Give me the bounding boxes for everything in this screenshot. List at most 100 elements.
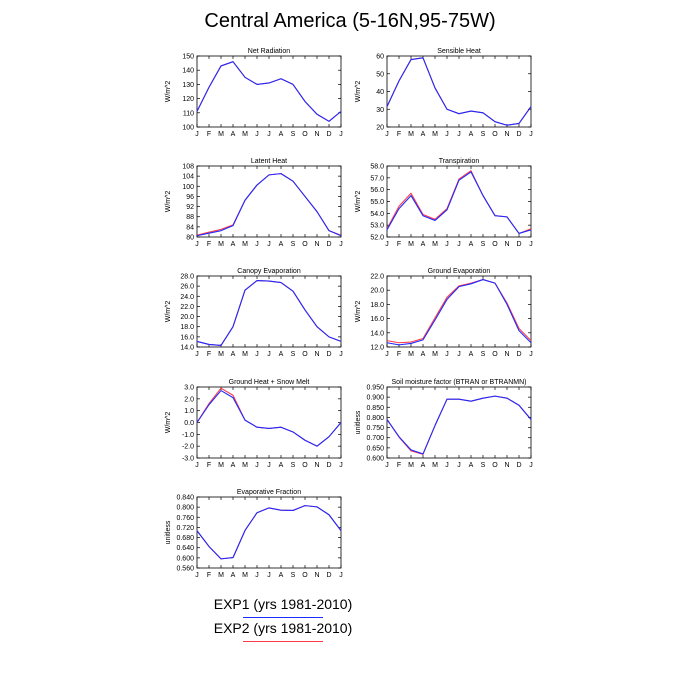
y-tick-label: 88 xyxy=(186,214,194,221)
y-tick-label: 0.800 xyxy=(366,415,384,422)
x-tick-label: D xyxy=(326,241,331,248)
x-tick-label: J xyxy=(267,351,271,358)
x-tick-label: S xyxy=(291,241,296,248)
y-tick-label: 120 xyxy=(182,96,194,103)
y-tick-label: 0.680 xyxy=(176,535,194,542)
plot-frame xyxy=(196,55,342,128)
y-tick-label: 150 xyxy=(182,54,194,61)
chart-title: Ground Evaporation xyxy=(428,268,491,275)
y-tick-label: 92 xyxy=(186,204,194,211)
y-tick-label: 1.0 xyxy=(184,408,194,415)
y-tick-label: 56.0 xyxy=(370,187,384,194)
x-tick-label: M xyxy=(218,572,224,579)
x-tick-label: D xyxy=(326,351,331,358)
y-tick-label: 0.760 xyxy=(176,515,194,522)
x-tick-label: S xyxy=(481,241,486,248)
x-tick-label: M xyxy=(218,241,224,248)
x-tick-label: F xyxy=(207,351,211,358)
x-tick-label: A xyxy=(231,241,236,248)
x-tick-label: J xyxy=(385,241,389,248)
y-tick-label: 96 xyxy=(186,194,194,201)
x-tick-label: N xyxy=(314,131,319,138)
x-tick-label: O xyxy=(492,462,498,469)
chart-panel-7: Ground Heat + Snow Melt W/m^2 -3.0 -2.0 -1.0… xyxy=(165,379,343,469)
y-tick-label: 18.0 xyxy=(370,302,384,309)
x-tick-label: F xyxy=(207,462,211,469)
series-line-exp1 xyxy=(386,57,532,126)
x-tick-label: F xyxy=(207,572,211,579)
y-tick-label: 2.0 xyxy=(184,396,194,403)
x-tick-label: M xyxy=(408,131,414,138)
chart-panel-5: Canopy Evaporation W/m^2 14.0 16.0 18.0 20.0 2… xyxy=(165,268,343,358)
y-tick-label: 0.600 xyxy=(176,555,194,562)
y-tick-label: 0.0 xyxy=(184,420,194,427)
y-tick-label: 22.0 xyxy=(370,274,384,281)
x-tick-label: M xyxy=(218,351,224,358)
legend-label-exp1: EXP1 (yrs 1981-2010) xyxy=(213,596,353,612)
x-tick-label: J xyxy=(385,351,389,358)
x-tick-label: J xyxy=(255,241,259,248)
series-line-exp1 xyxy=(386,171,532,234)
x-tick-label: O xyxy=(492,131,498,138)
x-tick-label: M xyxy=(242,462,248,469)
plot-frame xyxy=(196,386,342,459)
legend-line-exp1 xyxy=(243,617,323,618)
chart-title: Transpiration xyxy=(439,158,480,165)
x-tick-label: D xyxy=(516,462,521,469)
x-tick-label: J xyxy=(267,131,271,138)
y-tick-label: 140 xyxy=(182,68,194,75)
y-axis-label: W/m^2 xyxy=(355,81,362,103)
x-tick-label: A xyxy=(231,131,236,138)
y-tick-label: 24.0 xyxy=(180,294,194,301)
x-tick-label: M xyxy=(242,241,248,248)
x-tick-label: J xyxy=(267,572,271,579)
x-tick-label: J xyxy=(529,462,533,469)
y-tick-label: 18.0 xyxy=(180,324,194,331)
y-tick-label: 20.0 xyxy=(370,288,384,295)
x-tick-label: J xyxy=(195,572,199,579)
x-tick-label: S xyxy=(291,131,296,138)
y-tick-label: 0.750 xyxy=(366,425,384,432)
x-tick-label: J xyxy=(267,241,271,248)
y-tick-label: 0.720 xyxy=(176,525,194,532)
x-tick-label: D xyxy=(326,572,331,579)
x-tick-label: M xyxy=(218,462,224,469)
x-tick-label: N xyxy=(314,462,319,469)
series-line-exp1 xyxy=(196,173,342,237)
x-tick-label: M xyxy=(242,131,248,138)
x-tick-label: S xyxy=(481,131,486,138)
plot-frame xyxy=(386,165,532,238)
x-tick-label: A xyxy=(279,351,284,358)
x-tick-label: N xyxy=(314,351,319,358)
y-tick-label: 22.0 xyxy=(180,304,194,311)
y-axis-label: unitless xyxy=(355,410,362,434)
x-tick-label: F xyxy=(397,462,401,469)
chart-title: Latent Heat xyxy=(251,158,287,165)
x-tick-label: S xyxy=(481,351,486,358)
x-tick-label: J xyxy=(339,131,343,138)
y-tick-label: 16.0 xyxy=(180,334,194,341)
x-tick-label: J xyxy=(445,241,449,248)
y-tick-label: 20 xyxy=(376,125,384,132)
x-tick-label: O xyxy=(302,351,308,358)
y-tick-label: -3.0 xyxy=(182,456,194,463)
x-tick-label: M xyxy=(432,131,438,138)
chart-panel-8: Soil moisture factor (BTRAN or BTRANMN) u… xyxy=(355,379,533,469)
x-tick-label: J xyxy=(457,131,461,138)
series-line-exp1 xyxy=(196,389,342,447)
series-line-exp2 xyxy=(386,278,532,344)
y-tick-label: 20.0 xyxy=(180,314,194,321)
page-title: Central America (5-16N,95-75W) xyxy=(204,10,496,32)
y-tick-label: 0.640 xyxy=(176,545,194,552)
y-tick-label: -1.0 xyxy=(182,432,194,439)
y-tick-label: 0.560 xyxy=(176,566,194,573)
chart-title: Net Radiation xyxy=(248,48,291,55)
x-tick-label: M xyxy=(218,131,224,138)
x-tick-label: J xyxy=(445,131,449,138)
y-tick-label: 30 xyxy=(376,107,384,114)
x-tick-label: J xyxy=(339,241,343,248)
x-tick-label: J xyxy=(195,351,199,358)
y-tick-label: 14.0 xyxy=(180,345,194,352)
